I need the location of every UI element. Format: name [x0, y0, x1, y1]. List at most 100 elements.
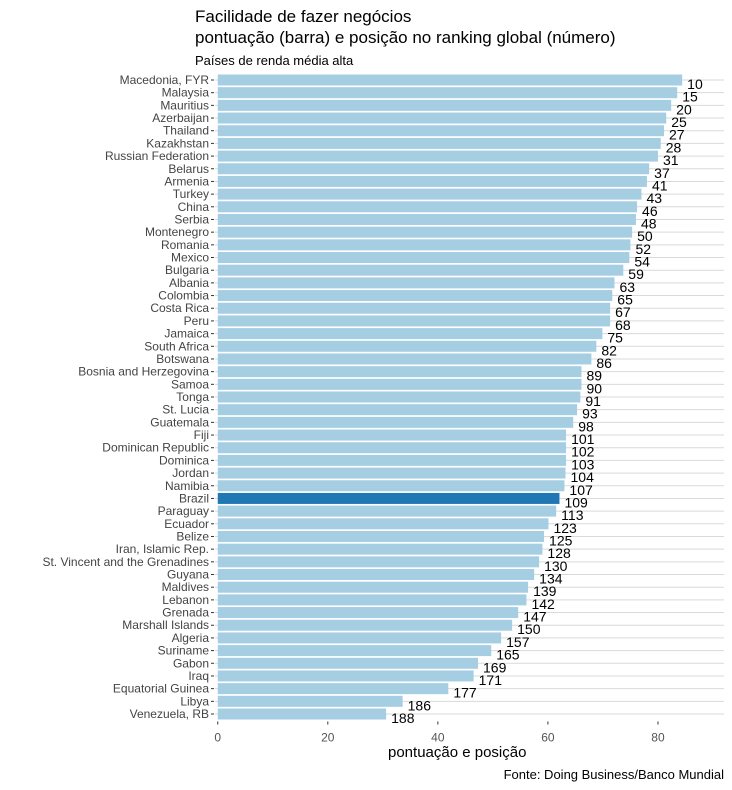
bar: [217, 416, 574, 428]
rank-label: 113: [561, 507, 584, 523]
x-tick-label: 80: [651, 731, 665, 745]
bar: [217, 480, 565, 492]
rank-label: 20: [676, 101, 692, 117]
bar: [217, 99, 672, 111]
rank-label: 134: [539, 571, 563, 587]
y-tick-label: South Africa: [144, 339, 209, 353]
bar: [217, 670, 474, 682]
rank-label: 27: [669, 127, 685, 143]
bar: [217, 619, 513, 631]
bar: [217, 683, 449, 695]
rank-label: 103: [571, 456, 595, 472]
y-tick-label: Algeria: [172, 631, 210, 645]
rank-label: 186: [408, 697, 432, 713]
bar: [217, 556, 540, 568]
bar: [217, 492, 560, 504]
y-tick-label: Namibia: [165, 479, 209, 493]
y-tick-label: Botswana: [156, 352, 209, 366]
y-tick-label: Iraq: [188, 669, 209, 683]
rank-label: 169: [483, 659, 507, 675]
bar: [217, 632, 502, 644]
y-tick-label: Dominica: [159, 453, 209, 467]
rank-label: 104: [571, 469, 595, 485]
y-tick-label: Jamaica: [164, 327, 209, 341]
y-tick-label: Belarus: [168, 162, 209, 176]
rank-label: 65: [617, 292, 633, 308]
bar: [217, 175, 647, 187]
rank-label: 93: [582, 406, 598, 422]
bar: [217, 353, 592, 365]
rank-label: 67: [615, 304, 631, 320]
rank-label: 188: [391, 710, 415, 726]
y-tick-label: St. Lucia: [162, 403, 209, 417]
y-tick-label: Romania: [161, 238, 209, 252]
x-tick-label: 0: [214, 731, 221, 745]
bar: [217, 530, 545, 542]
x-tick-label: 40: [431, 731, 445, 745]
y-tick-label: Malaysia: [162, 86, 210, 100]
bar: [217, 543, 543, 555]
rank-label: 75: [607, 330, 623, 346]
rank-label: 123: [553, 520, 577, 536]
rank-label: 107: [569, 482, 593, 498]
y-tick-label: Guatemala: [150, 415, 209, 429]
bar: [217, 366, 582, 378]
y-tick-label: Azerbaijan: [152, 111, 209, 125]
bar: [217, 264, 624, 276]
bar: [217, 518, 549, 530]
rank-label: 48: [641, 215, 657, 231]
y-tick-label: Grenada: [162, 606, 209, 620]
x-tick-label: 60: [541, 731, 555, 745]
y-tick-label: Albania: [169, 276, 209, 290]
bar: [217, 74, 683, 86]
y-tick-label: Macedonia, FYR: [120, 73, 210, 87]
bar: [217, 429, 567, 441]
bar: [217, 290, 613, 302]
bar: [217, 607, 519, 619]
rank-label: 109: [564, 494, 588, 510]
y-tick-label: Ecuador: [164, 517, 209, 531]
y-tick-label: Gabon: [173, 656, 209, 670]
rank-label: 41: [652, 177, 668, 193]
bar: [217, 645, 492, 657]
bar: [217, 569, 535, 581]
y-tick-label: Colombia: [158, 289, 209, 303]
bar: [217, 505, 557, 517]
y-tick-label: Iran, Islamic Rep.: [116, 542, 209, 556]
y-tick-label: Dominican Republic: [102, 441, 209, 455]
rank-label: 68: [615, 317, 631, 333]
rank-label: 147: [523, 609, 547, 625]
x-tick-label: 20: [321, 731, 335, 745]
rank-label: 82: [601, 342, 617, 358]
y-tick-label: Lebanon: [162, 593, 209, 607]
rank-label: 102: [571, 444, 595, 460]
chart-title-line2: pontuação (barra) e posição no ranking g…: [195, 28, 616, 47]
y-tick-label: Bosnia and Herzegovina: [78, 365, 209, 379]
y-tick-label: Maldives: [162, 580, 209, 594]
bar: [217, 252, 630, 264]
rank-label: 86: [596, 355, 612, 371]
y-tick-label: Mauritius: [160, 98, 209, 112]
rank-label: 46: [642, 203, 658, 219]
bar: [217, 277, 615, 289]
chart-subtitle: Países de renda média alta: [195, 53, 354, 68]
y-tick-label: Bulgaria: [165, 263, 209, 277]
rank-label: 130: [544, 558, 568, 574]
rank-label: 10: [687, 76, 703, 92]
rank-label: 157: [506, 634, 530, 650]
bar: [217, 302, 611, 314]
bar: [217, 163, 650, 175]
y-tick-label: Paraguay: [158, 504, 209, 518]
y-tick-label: Venezuela, RB: [130, 707, 209, 721]
rank-label: 142: [531, 596, 555, 612]
rank-label: 37: [654, 165, 670, 181]
bar: [217, 239, 631, 251]
chart-title: Facilidade de fazer negócios: [195, 7, 412, 26]
rank-label: 31: [663, 152, 679, 168]
rank-label: 15: [682, 89, 698, 105]
y-tick-label: Serbia: [174, 212, 209, 226]
bar: [217, 581, 529, 593]
rank-label: 50: [637, 228, 653, 244]
bar: [217, 213, 636, 225]
